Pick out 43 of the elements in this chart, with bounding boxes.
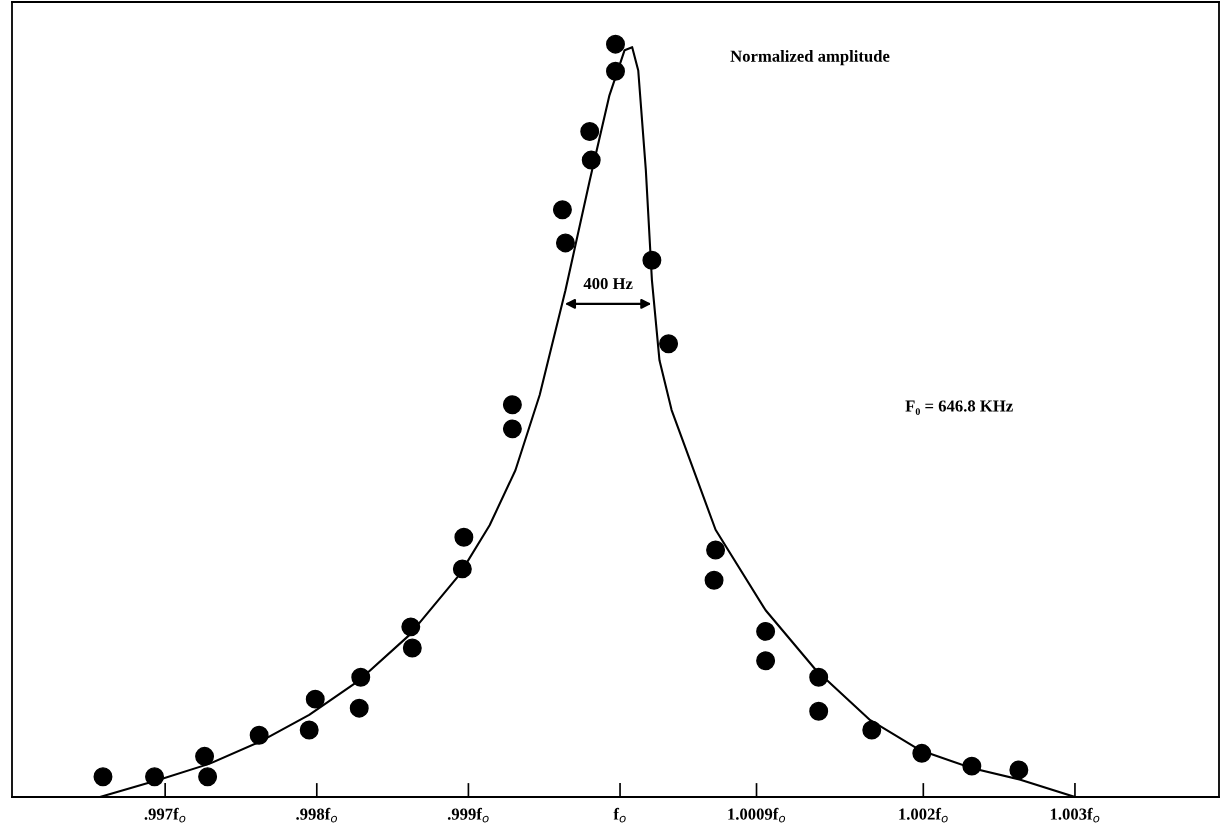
point [249, 725, 269, 745]
point [1009, 760, 1029, 780]
x-tick-label: 1.0009f$_{o}$ [728, 807, 786, 823]
point [351, 667, 371, 687]
point [581, 150, 601, 170]
point [401, 617, 421, 637]
x-tick-label: .998f$_{o}$ [296, 807, 338, 823]
point [555, 233, 575, 253]
point [452, 559, 472, 579]
point [195, 746, 215, 766]
annotation: 400 Hz [583, 277, 633, 290]
point [580, 122, 600, 141]
point [756, 651, 776, 671]
point [454, 527, 474, 547]
point [198, 767, 218, 787]
point [606, 61, 625, 81]
point [606, 34, 625, 54]
point [349, 698, 369, 718]
point [704, 570, 724, 590]
x-tick-label: .997f$_{o}$ [144, 807, 186, 823]
point [93, 767, 113, 787]
x-tick-label: 1.002f$_{o}$ [899, 807, 948, 823]
x-tick-label: .999f$_{o}$ [447, 807, 489, 823]
point [862, 720, 882, 740]
point [642, 250, 662, 270]
point [552, 200, 572, 220]
x-tick-label: 1.003f$_{o}$ [1050, 807, 1100, 823]
point [502, 419, 522, 439]
point [962, 756, 982, 776]
annotation: F₀ = 646.8 KHz [905, 400, 1013, 415]
point [145, 767, 165, 787]
point [299, 720, 319, 740]
point [305, 689, 325, 709]
point [756, 621, 776, 641]
point [809, 667, 829, 687]
point [659, 334, 679, 354]
point [502, 395, 522, 415]
annotation: Normalized amplitude [730, 50, 890, 66]
x-tick-label: f$_{o}$ [613, 807, 626, 823]
point [402, 638, 422, 658]
point [809, 701, 829, 721]
point [706, 540, 726, 560]
point [912, 743, 932, 763]
